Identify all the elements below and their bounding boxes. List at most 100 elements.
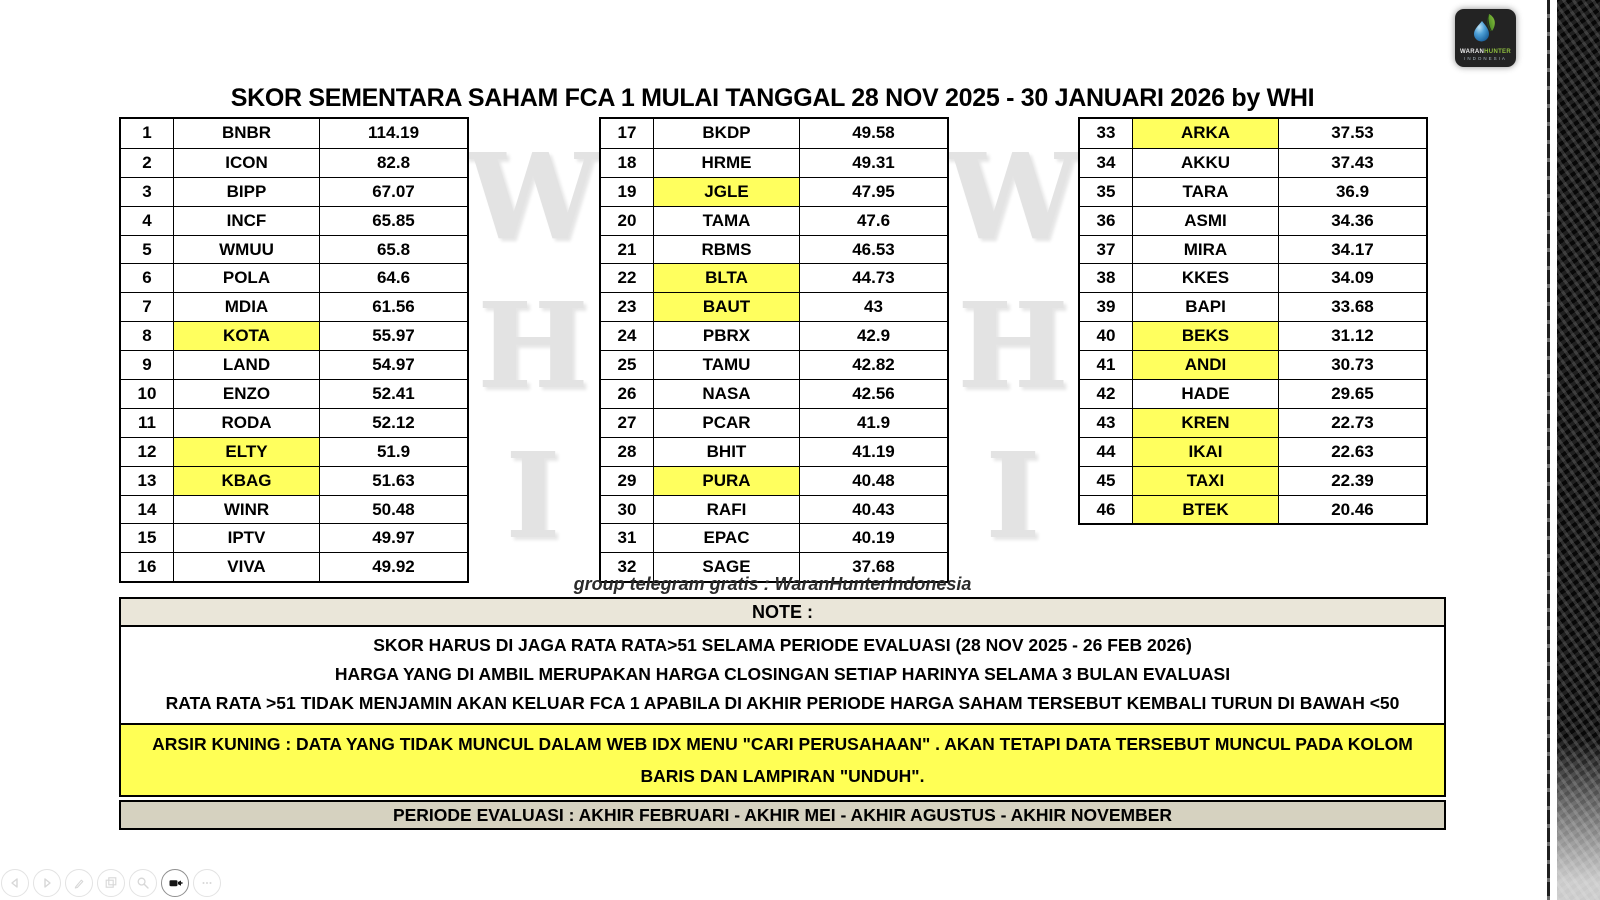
score-cell: 30.73 — [1331, 355, 1374, 375]
score-table-2: 17 BKDP 49.58 18 HRME 49.31 19 JGLE 47.95 20 TAMA 4… — [599, 117, 949, 584]
score-cell: 40.48 — [852, 470, 895, 490]
note-yellow-line: ARSIR KUNING : DATA YANG TIDAK MUNCUL DA… — [152, 734, 1413, 754]
ticker-cell: KREN — [1133, 408, 1279, 437]
waranhunter-logo: WARANHUNTER INDONESIA — [1455, 9, 1516, 67]
ticker-cell: SAGE — [654, 553, 800, 582]
rank-cell: 40 — [1080, 322, 1133, 351]
score-cell: 41.19 — [852, 441, 895, 461]
table-row: 41 ANDI 30.73 — [1080, 350, 1426, 380]
score-cell: 40.43 — [852, 499, 895, 519]
rank-cell: 3 — [121, 177, 174, 206]
score-cell: 52.41 — [372, 383, 415, 403]
page-title: SKOR SEMENTARA SAHAM FCA 1 MULAI TANGGAL… — [230, 84, 1315, 112]
score-table-1: 1 BNBR 114.19 2 ICON 82.8 3 BIPP 67.07 4 INCF 65.85… — [119, 117, 469, 584]
score-cell: 34.09 — [1331, 268, 1374, 288]
score-cell: 47.6 — [856, 210, 891, 230]
pen-button[interactable] — [65, 869, 93, 897]
rank-cell: 10 — [121, 380, 174, 408]
ticker-cell: VIVA — [174, 553, 320, 582]
rank-cell: 21 — [601, 235, 654, 264]
rank-cell: 33 — [1080, 119, 1133, 148]
carbon-fiber-strip — [1557, 0, 1600, 900]
note-box: NOTE : SKOR HARUS DI JAGA RATA RATA>51 S… — [119, 597, 1446, 830]
ticker-cell: BEKS — [1133, 322, 1279, 351]
rank-cell: 37 — [1080, 235, 1133, 264]
ticker-cell: BNBR — [174, 119, 320, 148]
table-row: 33 ARKA 37.53 — [1080, 119, 1426, 148]
logo-wordmark: WARANHUNTER — [1460, 49, 1511, 55]
rank-cell: 36 — [1080, 206, 1133, 235]
rank-cell: 42 — [1080, 380, 1133, 408]
table-row: 18 HRME 49.31 — [601, 147, 947, 177]
note-footer: PERIODE EVALUASI : AKHIR FEBRUARI - AKHI… — [119, 800, 1446, 830]
table-row: 46 BTEK 20.46 — [1080, 494, 1426, 524]
rank-cell: 32 — [601, 553, 654, 582]
score-cell: 22.39 — [1331, 470, 1374, 490]
previous-slide-button[interactable] — [1, 869, 29, 897]
table-row: 35 TARA 36.9 — [1080, 176, 1426, 206]
rank-cell: 24 — [601, 322, 654, 351]
rank-cell: 45 — [1080, 466, 1133, 495]
more-options-button[interactable] — [193, 869, 221, 897]
table-row: 21 RBMS 46.53 — [601, 234, 947, 264]
table-row: 14 WINR 50.48 — [121, 494, 467, 524]
score-cell: 29.65 — [1331, 383, 1374, 403]
zoom-button[interactable] — [129, 869, 157, 897]
ticker-cell: LAND — [174, 351, 320, 380]
ticker-cell: ELTY — [174, 437, 320, 466]
logo-subtitle: INDONESIA — [1464, 56, 1507, 61]
rank-cell: 11 — [121, 408, 174, 437]
table-row: 36 ASMI 34.36 — [1080, 205, 1426, 235]
camera-icon — [168, 876, 183, 890]
note-body: SKOR HARUS DI JAGA RATA RATA>51 SELAMA P… — [119, 624, 1446, 726]
ticker-cell: ASMI — [1133, 206, 1279, 235]
table-row: 4 INCF 65.85 — [121, 205, 467, 235]
table-row: 22 BLTA 44.73 — [601, 263, 947, 293]
rank-cell: 7 — [121, 293, 174, 322]
note-yellow-line: BARIS DAN LAMPIRAN "UNDUH". — [640, 766, 925, 786]
score-table-3: 33 ARKA 37.53 34 AKKU 37.43 35 TARA 36.9 36 ASMI 34… — [1078, 117, 1428, 526]
note-yellow-section: ARSIR KUNING : DATA YANG TIDAK MUNCUL DA… — [119, 723, 1446, 797]
score-cell: 65.8 — [376, 239, 411, 259]
ticker-cell: MDIA — [174, 293, 320, 322]
camera-button[interactable] — [161, 869, 189, 897]
rank-cell: 18 — [601, 148, 654, 177]
ticker-cell: POLA — [174, 264, 320, 293]
score-cell: 49.97 — [372, 528, 415, 548]
ticker-cell: PCAR — [654, 408, 800, 437]
watermark-letter: H — [477, 276, 589, 416]
ticker-cell: JGLE — [654, 177, 800, 206]
see-all-slides-button[interactable] — [97, 869, 125, 897]
rank-cell: 41 — [1080, 351, 1133, 380]
table-row: 9 LAND 54.97 — [121, 350, 467, 380]
rank-cell: 28 — [601, 437, 654, 466]
watermark-letter: W — [466, 127, 600, 266]
ticker-cell: BAPI — [1133, 293, 1279, 322]
table-row: 26 NASA 42.56 — [601, 379, 947, 408]
table-row: 39 BAPI 33.68 — [1080, 292, 1426, 322]
table-row: 13 KBAG 51.63 — [121, 465, 467, 495]
rank-cell: 34 — [1080, 148, 1133, 177]
score-cell: 50.48 — [372, 499, 415, 519]
score-cell: 34.17 — [1331, 239, 1374, 259]
table-row: 27 PCAR 41.9 — [601, 407, 947, 437]
score-cell: 22.73 — [1331, 412, 1374, 432]
score-cell: 51.63 — [372, 470, 415, 490]
rank-cell: 15 — [121, 524, 174, 553]
rank-cell: 20 — [601, 206, 654, 235]
ellipsis-icon — [200, 876, 214, 890]
rank-cell: 8 — [121, 322, 174, 351]
ticker-cell: NASA — [654, 380, 800, 408]
score-cell: 34.36 — [1331, 210, 1374, 230]
ticker-cell: TAMU — [654, 351, 800, 380]
table-row: 31 EPAC 40.19 — [601, 523, 947, 553]
table-row: 3 BIPP 67.07 — [121, 176, 467, 206]
score-cell: 49.31 — [852, 152, 895, 172]
table-row: 2 ICON 82.8 — [121, 147, 467, 177]
ticker-cell: HADE — [1133, 380, 1279, 408]
next-slide-button[interactable] — [33, 869, 61, 897]
ticker-cell: ICON — [174, 148, 320, 177]
score-cell: 64.6 — [376, 268, 411, 288]
rank-cell: 44 — [1080, 437, 1133, 466]
pen-icon — [72, 876, 86, 890]
